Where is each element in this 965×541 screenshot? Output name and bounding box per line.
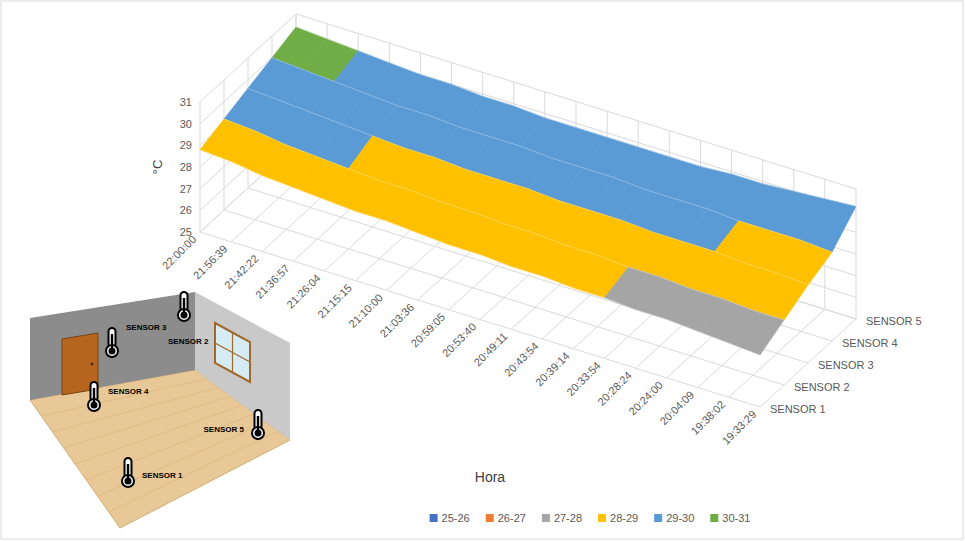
room-sensor-label: SENSOR 2 — [168, 337, 209, 346]
sensor-icon: SENSOR 5 — [204, 410, 264, 439]
legend-swatch — [654, 514, 662, 522]
sensor-icon: SENSOR 2 — [168, 292, 209, 346]
surface-patch — [729, 310, 784, 355]
sensor-line — [296, 27, 856, 206]
grid — [200, 14, 856, 407]
legend-swatch — [598, 514, 606, 522]
x-tick-label: 21:03:36 — [377, 301, 416, 340]
x-tick-label: 21:56:39 — [191, 243, 230, 282]
x-tick-label: 20:39:14 — [533, 350, 572, 389]
x-tick-label: 19:33:29 — [720, 408, 759, 447]
depth-label: SENSOR 4 — [842, 337, 898, 349]
y-tick-labels: 25262728293031 — [180, 96, 192, 238]
y-axis-title: °C — [150, 160, 165, 175]
legend-swatch — [542, 514, 550, 522]
sensor-line — [248, 88, 808, 285]
legend-label: 27-28 — [554, 512, 582, 524]
depth-label: SENSOR 2 — [794, 381, 850, 393]
x-tick-label: 21:15:15 — [315, 282, 354, 321]
door-knob — [90, 362, 93, 365]
x-tick-label: 20:49:11 — [471, 330, 509, 368]
x-tick-label: 21:36:57 — [253, 262, 292, 301]
sensor-icon: SENSOR 1 — [122, 458, 183, 487]
x-tick-label: 21:26:04 — [284, 272, 323, 311]
depth-label: SENSOR 1 — [770, 403, 826, 415]
x-axis-title: Hora — [475, 469, 506, 485]
legend: 25-26 26-27 27-28 28-29 29-30 30-31 — [430, 512, 751, 524]
x-tick-label: 20:59:05 — [409, 311, 448, 350]
room-side-wall — [195, 292, 290, 440]
x-tick-label: 20:33:54 — [564, 359, 603, 398]
room-sensor-label: SENSOR 4 — [108, 387, 149, 396]
floor-board — [53, 388, 219, 433]
x-tick-label: 20:53:40 — [440, 320, 479, 359]
y-grid-line — [200, 14, 856, 189]
legend-swatch — [710, 514, 718, 522]
x-tick-label: 21:10:00 — [346, 291, 385, 330]
y-tick-label: 30 — [180, 118, 192, 130]
y-tick-label: 28 — [180, 161, 192, 173]
legend-swatch — [486, 514, 494, 522]
sensor-line — [272, 58, 832, 253]
sensor-line — [200, 150, 760, 355]
floor-board — [109, 431, 278, 512]
sensor-icon: SENSOR 4 — [88, 382, 149, 411]
y-tick-label: 29 — [180, 139, 192, 151]
legend-label: 25-26 — [442, 512, 470, 524]
room-illustration: SENSOR 1 SENSOR 2SENSOR 3 SENSOR 4 SENSOR 5 — [30, 292, 290, 528]
y-tick-label: 27 — [180, 183, 192, 195]
floor-board — [86, 414, 254, 480]
legend-label: 30-31 — [722, 512, 750, 524]
x-tick-label: 21:42:22 — [222, 252, 261, 291]
legend-label: 28-29 — [610, 512, 638, 524]
surface — [200, 27, 856, 355]
x-tick-label: 20:28:24 — [595, 369, 634, 408]
floor-board — [98, 423, 267, 497]
y-tick-label: 26 — [180, 204, 192, 216]
room-sensor-label: SENSOR 3 — [126, 323, 167, 332]
legend-label: 26-27 — [498, 512, 526, 524]
y-tick-label: 31 — [180, 96, 192, 108]
y-grid-line — [200, 101, 856, 276]
x-tick-label: 20:43:54 — [502, 340, 541, 379]
x-tick-label: 22:00:00 — [160, 233, 199, 272]
room-window — [215, 323, 250, 382]
legend-swatch — [430, 514, 438, 522]
sensor-line — [224, 119, 784, 320]
window-bar — [215, 343, 250, 362]
thermometer-column — [111, 334, 113, 350]
x-tick-label: 20:04:09 — [657, 388, 696, 427]
thermometer-column — [127, 464, 129, 480]
room-sensor-label: SENSOR 1 — [142, 471, 183, 480]
thermometer-column — [183, 298, 185, 314]
depth-label: SENSOR 3 — [818, 359, 874, 371]
legend-label: 29-30 — [666, 512, 694, 524]
room-sensor-label: SENSOR 5 — [204, 425, 245, 434]
room-back-wall — [30, 292, 195, 400]
floor-board — [75, 405, 243, 464]
depth-labels: SENSOR 1 SENSOR 2 SENSOR 3 SENSOR 4 SENSOR 5 — [770, 315, 922, 415]
x-tick-label: 20:24:00 — [626, 379, 665, 418]
floor-board — [64, 396, 231, 448]
sensor-icon: SENSOR 3 — [106, 323, 167, 357]
x-tick-label: 19:38:02 — [689, 398, 728, 437]
thermometer-column — [257, 416, 259, 432]
depth-label: SENSOR 5 — [866, 315, 922, 327]
thermometer-column — [93, 388, 95, 404]
chart-frame — [1, 1, 963, 539]
chart: 25262728293031°C22:00:0021:56:3921:42:22… — [0, 0, 965, 541]
